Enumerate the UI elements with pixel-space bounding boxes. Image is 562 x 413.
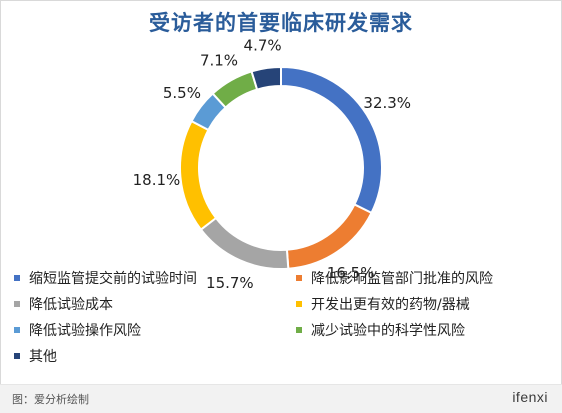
legend-label-2: 降低影响监管部门批准的风险 xyxy=(311,271,493,287)
donut-slice-6 xyxy=(211,70,259,109)
legend-label-4: 开发出更有效的药物/器械 xyxy=(311,297,470,313)
legend-swatch-3 xyxy=(14,301,20,307)
legend-label-1: 缩短监管提交前的试验时间 xyxy=(29,271,197,287)
legend-item-6: 减少试验中的科学性风险 xyxy=(296,320,465,340)
slice-value-label-1: 32.3% xyxy=(363,94,411,112)
legend-swatch-2 xyxy=(296,275,302,281)
legend-swatch-7 xyxy=(14,353,20,359)
legend-item-3: 降低试验成本 xyxy=(14,294,113,314)
legend-swatch-5 xyxy=(14,327,20,333)
slice-value-label-6: 7.1% xyxy=(200,51,238,69)
slice-value-label-3: 15.7% xyxy=(206,274,254,292)
legend-item-7: 其他 xyxy=(14,346,57,366)
legend-label-5: 降低试验操作风险 xyxy=(29,323,141,339)
ifenxi-logo: ifenxi xyxy=(512,389,548,405)
slice-value-label-5: 5.5% xyxy=(163,84,201,102)
chart-title: 受访者的首要临床研发需求 xyxy=(149,11,413,35)
legend-label-6: 减少试验中的科学性风险 xyxy=(311,323,465,339)
donut-slice-2 xyxy=(285,203,373,270)
donut-slice-3 xyxy=(199,216,290,270)
legend-label-3: 降低试验成本 xyxy=(29,297,113,313)
donut-slice-4 xyxy=(179,119,218,231)
legend-swatch-1 xyxy=(14,275,20,281)
donut-slice-7 xyxy=(250,65,282,91)
legend-swatch-6 xyxy=(296,327,302,333)
legend-item-4: 开发出更有效的药物/器械 xyxy=(296,294,470,314)
footer: 图：爱分析绘制 ifenxi xyxy=(0,384,562,413)
source-note: 图：爱分析绘制 xyxy=(12,393,89,406)
legend-item-5: 降低试验操作风险 xyxy=(14,320,141,340)
slice-value-label-2: 16.5% xyxy=(327,264,375,282)
legend-label-7: 其他 xyxy=(29,349,57,365)
legend-item-2: 降低影响监管部门批准的风险 xyxy=(296,268,493,288)
donut-slice-1 xyxy=(280,65,383,215)
legend-item-1: 缩短监管提交前的试验时间 xyxy=(14,268,197,288)
slice-value-label-7: 4.7% xyxy=(244,36,282,54)
slice-value-label-4: 18.1% xyxy=(133,171,181,189)
legend-swatch-4 xyxy=(296,301,302,307)
